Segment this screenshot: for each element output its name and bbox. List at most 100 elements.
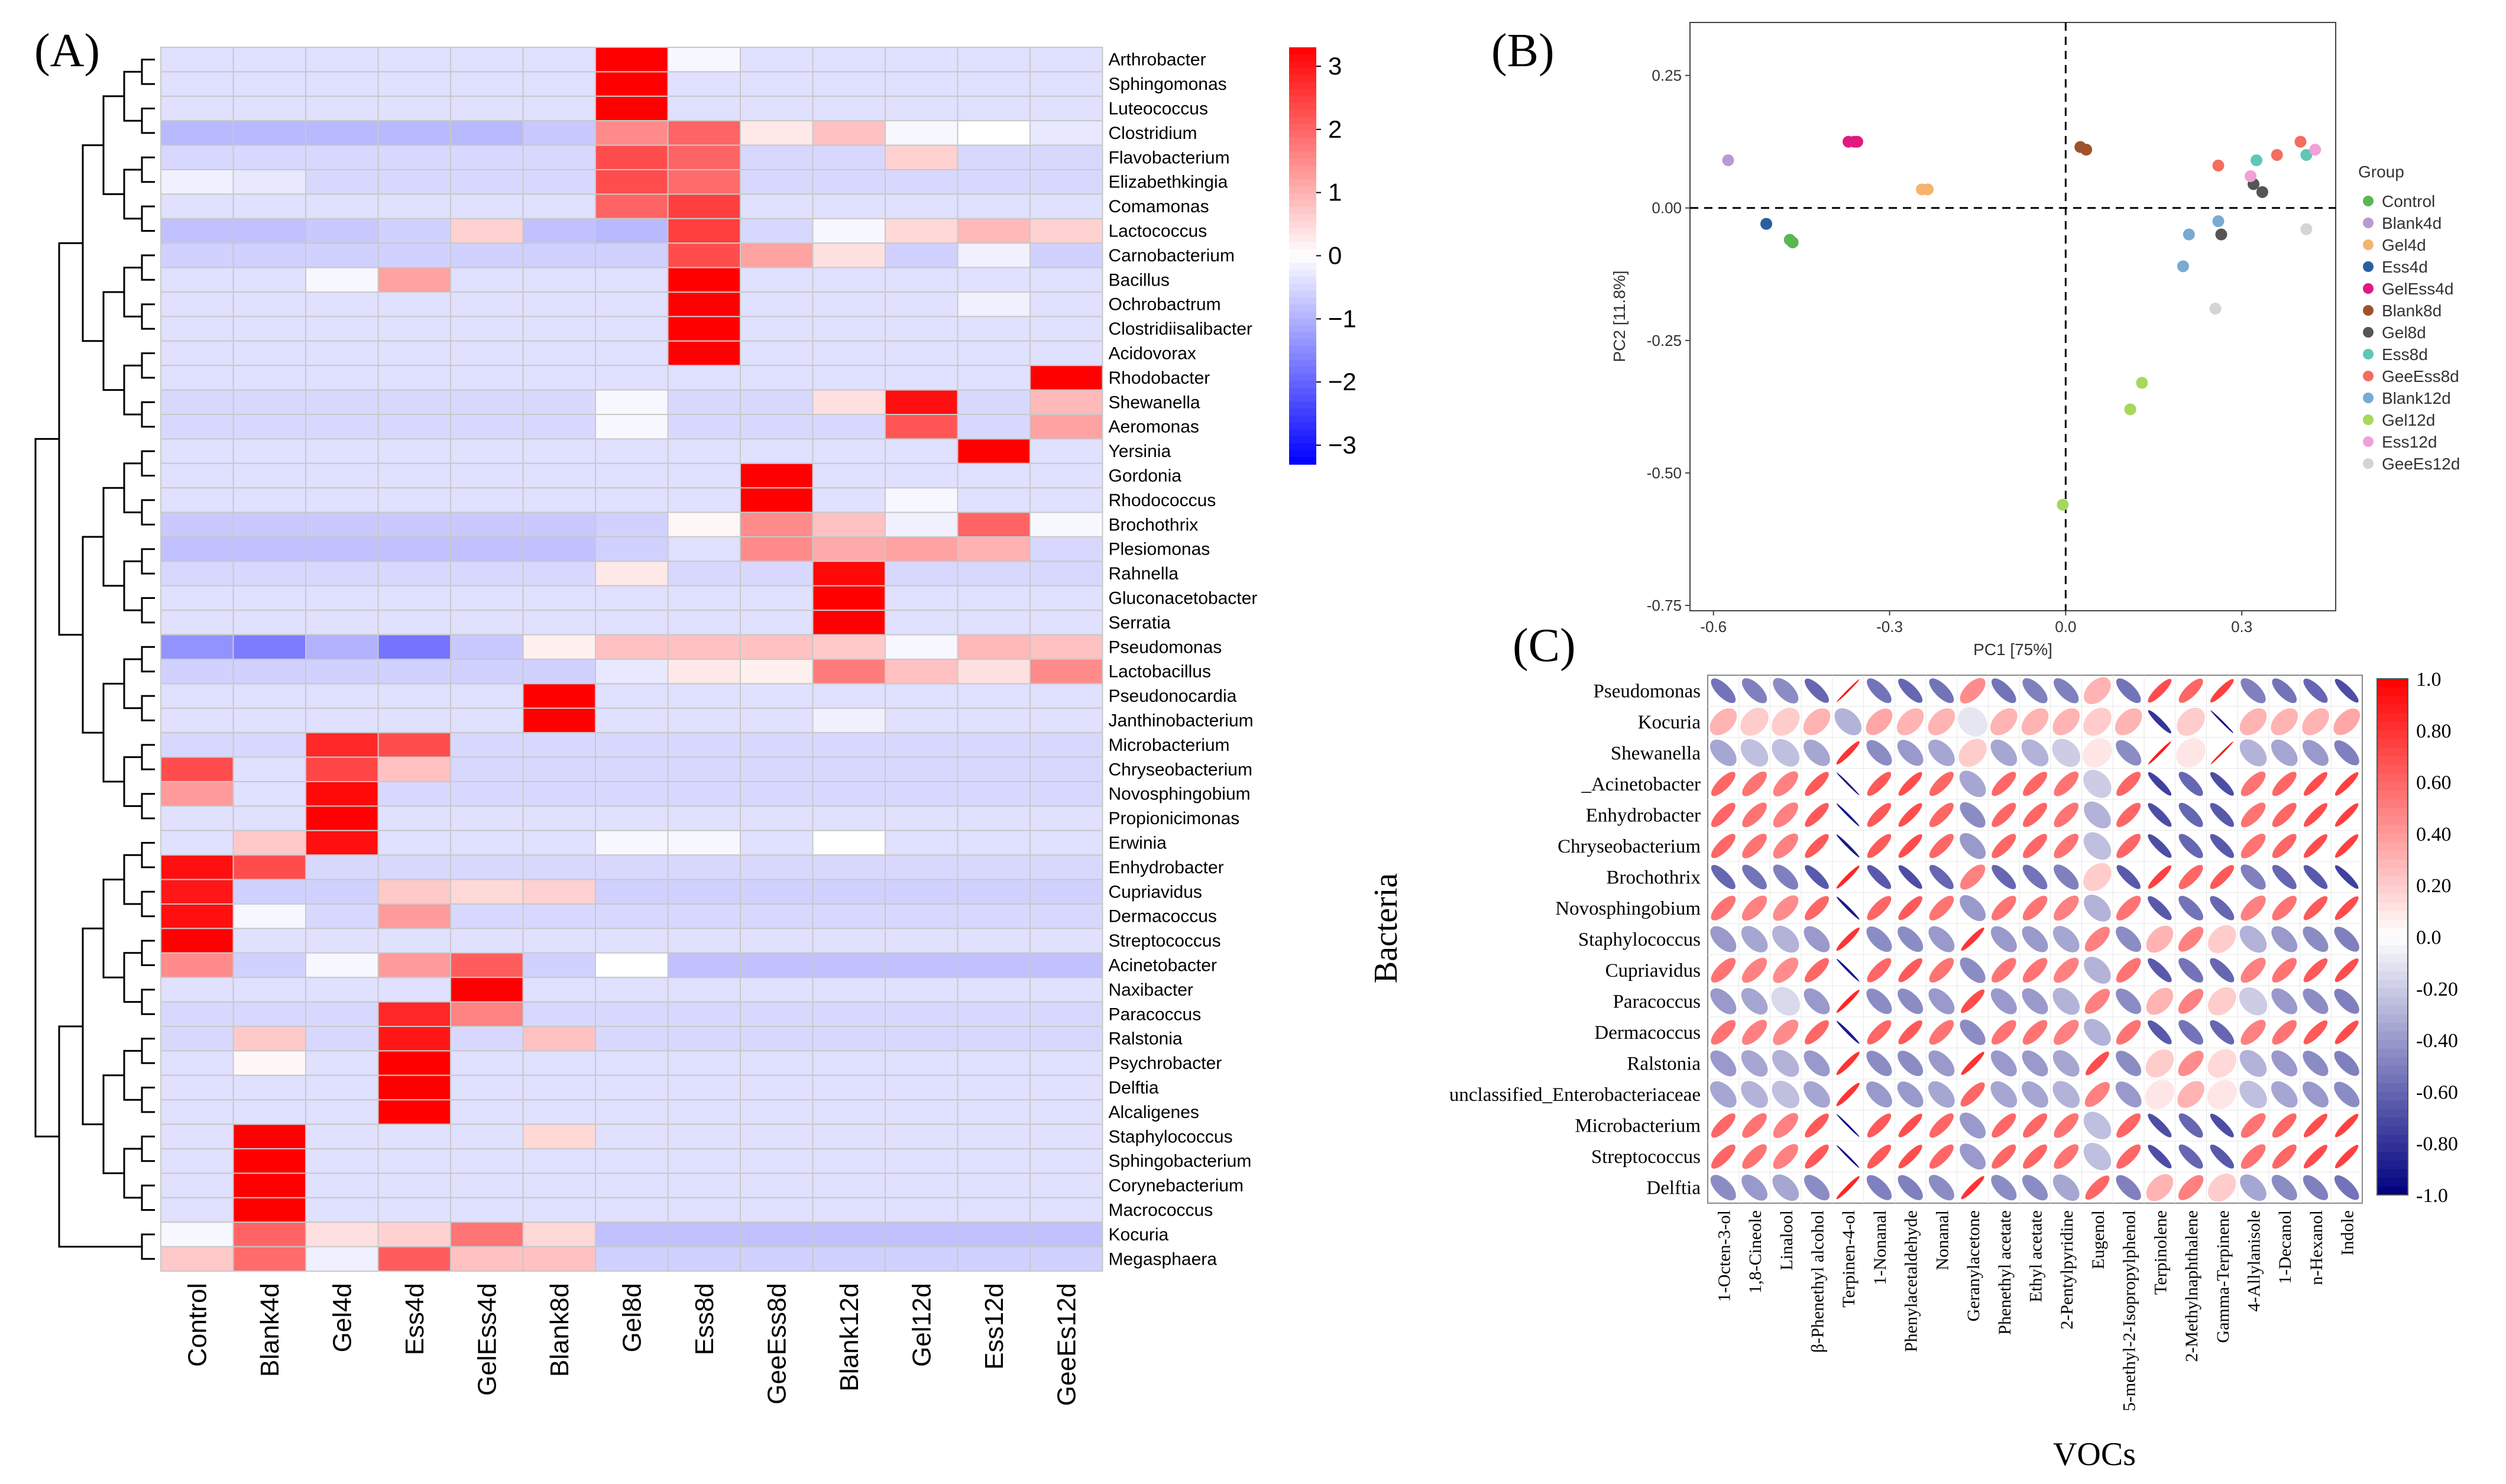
heatmap-cell bbox=[740, 585, 814, 611]
heatmap-cell bbox=[885, 952, 959, 978]
heatmap-cell bbox=[160, 1074, 234, 1101]
correlation-ellipse bbox=[1929, 802, 1954, 827]
correlation-ellipse bbox=[1711, 864, 1736, 889]
heatmap-cell bbox=[957, 267, 1031, 293]
heatmap-cell bbox=[595, 854, 669, 880]
heatmap-cell bbox=[450, 634, 524, 660]
heatmap-cell bbox=[232, 389, 306, 415]
correlation-ellipse bbox=[2335, 803, 2359, 827]
heatmap-cell bbox=[305, 1123, 379, 1149]
heatmap-cell bbox=[377, 414, 451, 440]
pca-points bbox=[1722, 135, 2322, 511]
pca-legend: Control Blank4d Gel4d Ess4d GelEss4d Blank8d G… bbox=[2363, 192, 2460, 473]
correlation-ellipse bbox=[1960, 864, 1986, 890]
heatmap-cell bbox=[595, 732, 669, 758]
pca-x-axis-label: PC1 [75%] bbox=[1973, 640, 2052, 659]
correlation-ellipse bbox=[2335, 1145, 2359, 1169]
colorbar-tick-label: −2 bbox=[1328, 368, 1356, 396]
pca-point bbox=[1722, 154, 1734, 167]
correlation-ellipse bbox=[1773, 957, 1799, 983]
dendrogram-branch bbox=[123, 462, 142, 514]
correlation-ellipse bbox=[2022, 988, 2048, 1015]
heatmap-cell bbox=[522, 879, 596, 905]
correlation-column-label: Gamma-Terpinene bbox=[2213, 1210, 2233, 1343]
heatmap-cell bbox=[232, 1074, 306, 1101]
correlation-ellipse bbox=[1929, 864, 1954, 889]
correlation-ellipse bbox=[2335, 834, 2359, 858]
heatmap-cell bbox=[160, 1026, 234, 1052]
heatmap-cell bbox=[522, 1172, 596, 1198]
correlation-ellipse bbox=[1960, 1019, 1986, 1045]
correlation-ellipse bbox=[2210, 679, 2234, 703]
heatmap-cell bbox=[160, 242, 234, 268]
correlation-ellipse bbox=[1772, 1080, 1800, 1109]
colorbar-step bbox=[1289, 387, 1316, 396]
colorbar-step bbox=[1289, 401, 1316, 409]
correlation-ellipse bbox=[2303, 834, 2327, 858]
colorbar-step bbox=[2377, 980, 2408, 989]
heatmap-cell bbox=[595, 365, 669, 391]
heatmap-cell bbox=[812, 144, 886, 171]
row-label: Bacillus bbox=[1109, 270, 1170, 290]
heatmap-cell bbox=[377, 1197, 451, 1223]
heatmap-cell bbox=[305, 438, 379, 464]
heatmap-cell bbox=[522, 952, 596, 978]
heatmap-cell bbox=[232, 316, 306, 342]
heatmap-cell bbox=[232, 830, 306, 856]
correlation-ellipse bbox=[1773, 678, 1799, 704]
correlation-ellipse bbox=[1836, 803, 1860, 827]
correlation-ellipse bbox=[1990, 1050, 2017, 1077]
colorbar-step bbox=[1289, 61, 1316, 69]
colorbar-step bbox=[1289, 325, 1316, 333]
heatmap-cell bbox=[1029, 1172, 1103, 1198]
heatmap-cell bbox=[377, 707, 451, 734]
dendrogram-branch bbox=[123, 658, 142, 709]
correlation-ellipse bbox=[1773, 1113, 1798, 1138]
heatmap-cell bbox=[377, 389, 451, 415]
heatmap-cell bbox=[377, 511, 451, 537]
heatmap-cell bbox=[595, 977, 669, 1003]
heatmap-cell bbox=[957, 781, 1031, 807]
colorbar-step bbox=[2377, 842, 2408, 851]
correlation-ellipse bbox=[2334, 1175, 2359, 1200]
heatmap-cell bbox=[885, 1001, 959, 1027]
colorbar-tick-label: -0.60 bbox=[2416, 1081, 2458, 1103]
heatmap-cell bbox=[812, 389, 886, 415]
dendrogram-branch bbox=[141, 1233, 155, 1260]
correlation-ellipse bbox=[1711, 834, 1736, 858]
correlation-ellipse bbox=[1741, 1019, 1767, 1045]
heatmap-cell bbox=[595, 487, 669, 513]
correlation-ellipse bbox=[1741, 1081, 1768, 1108]
heatmap-cell bbox=[305, 267, 379, 293]
correlation-ellipse bbox=[2207, 1080, 2237, 1110]
heatmap-cell bbox=[522, 805, 596, 831]
heatmap-cell bbox=[595, 340, 669, 367]
correlation-row-label: Novosphingobium bbox=[1555, 898, 1701, 919]
heatmap-cell bbox=[377, 1001, 451, 1027]
row-label: Yersinia bbox=[1109, 442, 1171, 461]
correlation-ellipse bbox=[2085, 1175, 2110, 1200]
heatmap-cell bbox=[232, 365, 306, 391]
colorbar-step bbox=[1289, 311, 1316, 319]
correlation-ellipse bbox=[1836, 865, 1860, 889]
heatmap-cell bbox=[885, 242, 959, 268]
dendrogram-branch bbox=[123, 560, 142, 611]
heatmap-cell bbox=[667, 144, 741, 171]
heatmap-cell bbox=[450, 120, 524, 146]
heatmap-cell bbox=[957, 707, 1031, 734]
heatmap-cell bbox=[522, 414, 596, 440]
colorbar-tick-label: 0.0 bbox=[2416, 927, 2442, 949]
heatmap-cell bbox=[305, 952, 379, 978]
heatmap-cell bbox=[522, 95, 596, 122]
correlation-ellipse bbox=[1867, 865, 1892, 889]
dendrogram-branch bbox=[141, 1135, 155, 1162]
column-label: GeeEss8d bbox=[762, 1283, 791, 1404]
legend-swatch bbox=[2363, 371, 2374, 381]
heatmap-cell bbox=[957, 1221, 1031, 1248]
correlation-ellipse bbox=[2148, 834, 2172, 858]
heatmap-cell bbox=[957, 487, 1031, 513]
heatmap-cells bbox=[160, 47, 1103, 1272]
heatmap-cell bbox=[160, 732, 234, 758]
heatmap-cell bbox=[885, 71, 959, 97]
heatmap-cell bbox=[160, 120, 234, 146]
